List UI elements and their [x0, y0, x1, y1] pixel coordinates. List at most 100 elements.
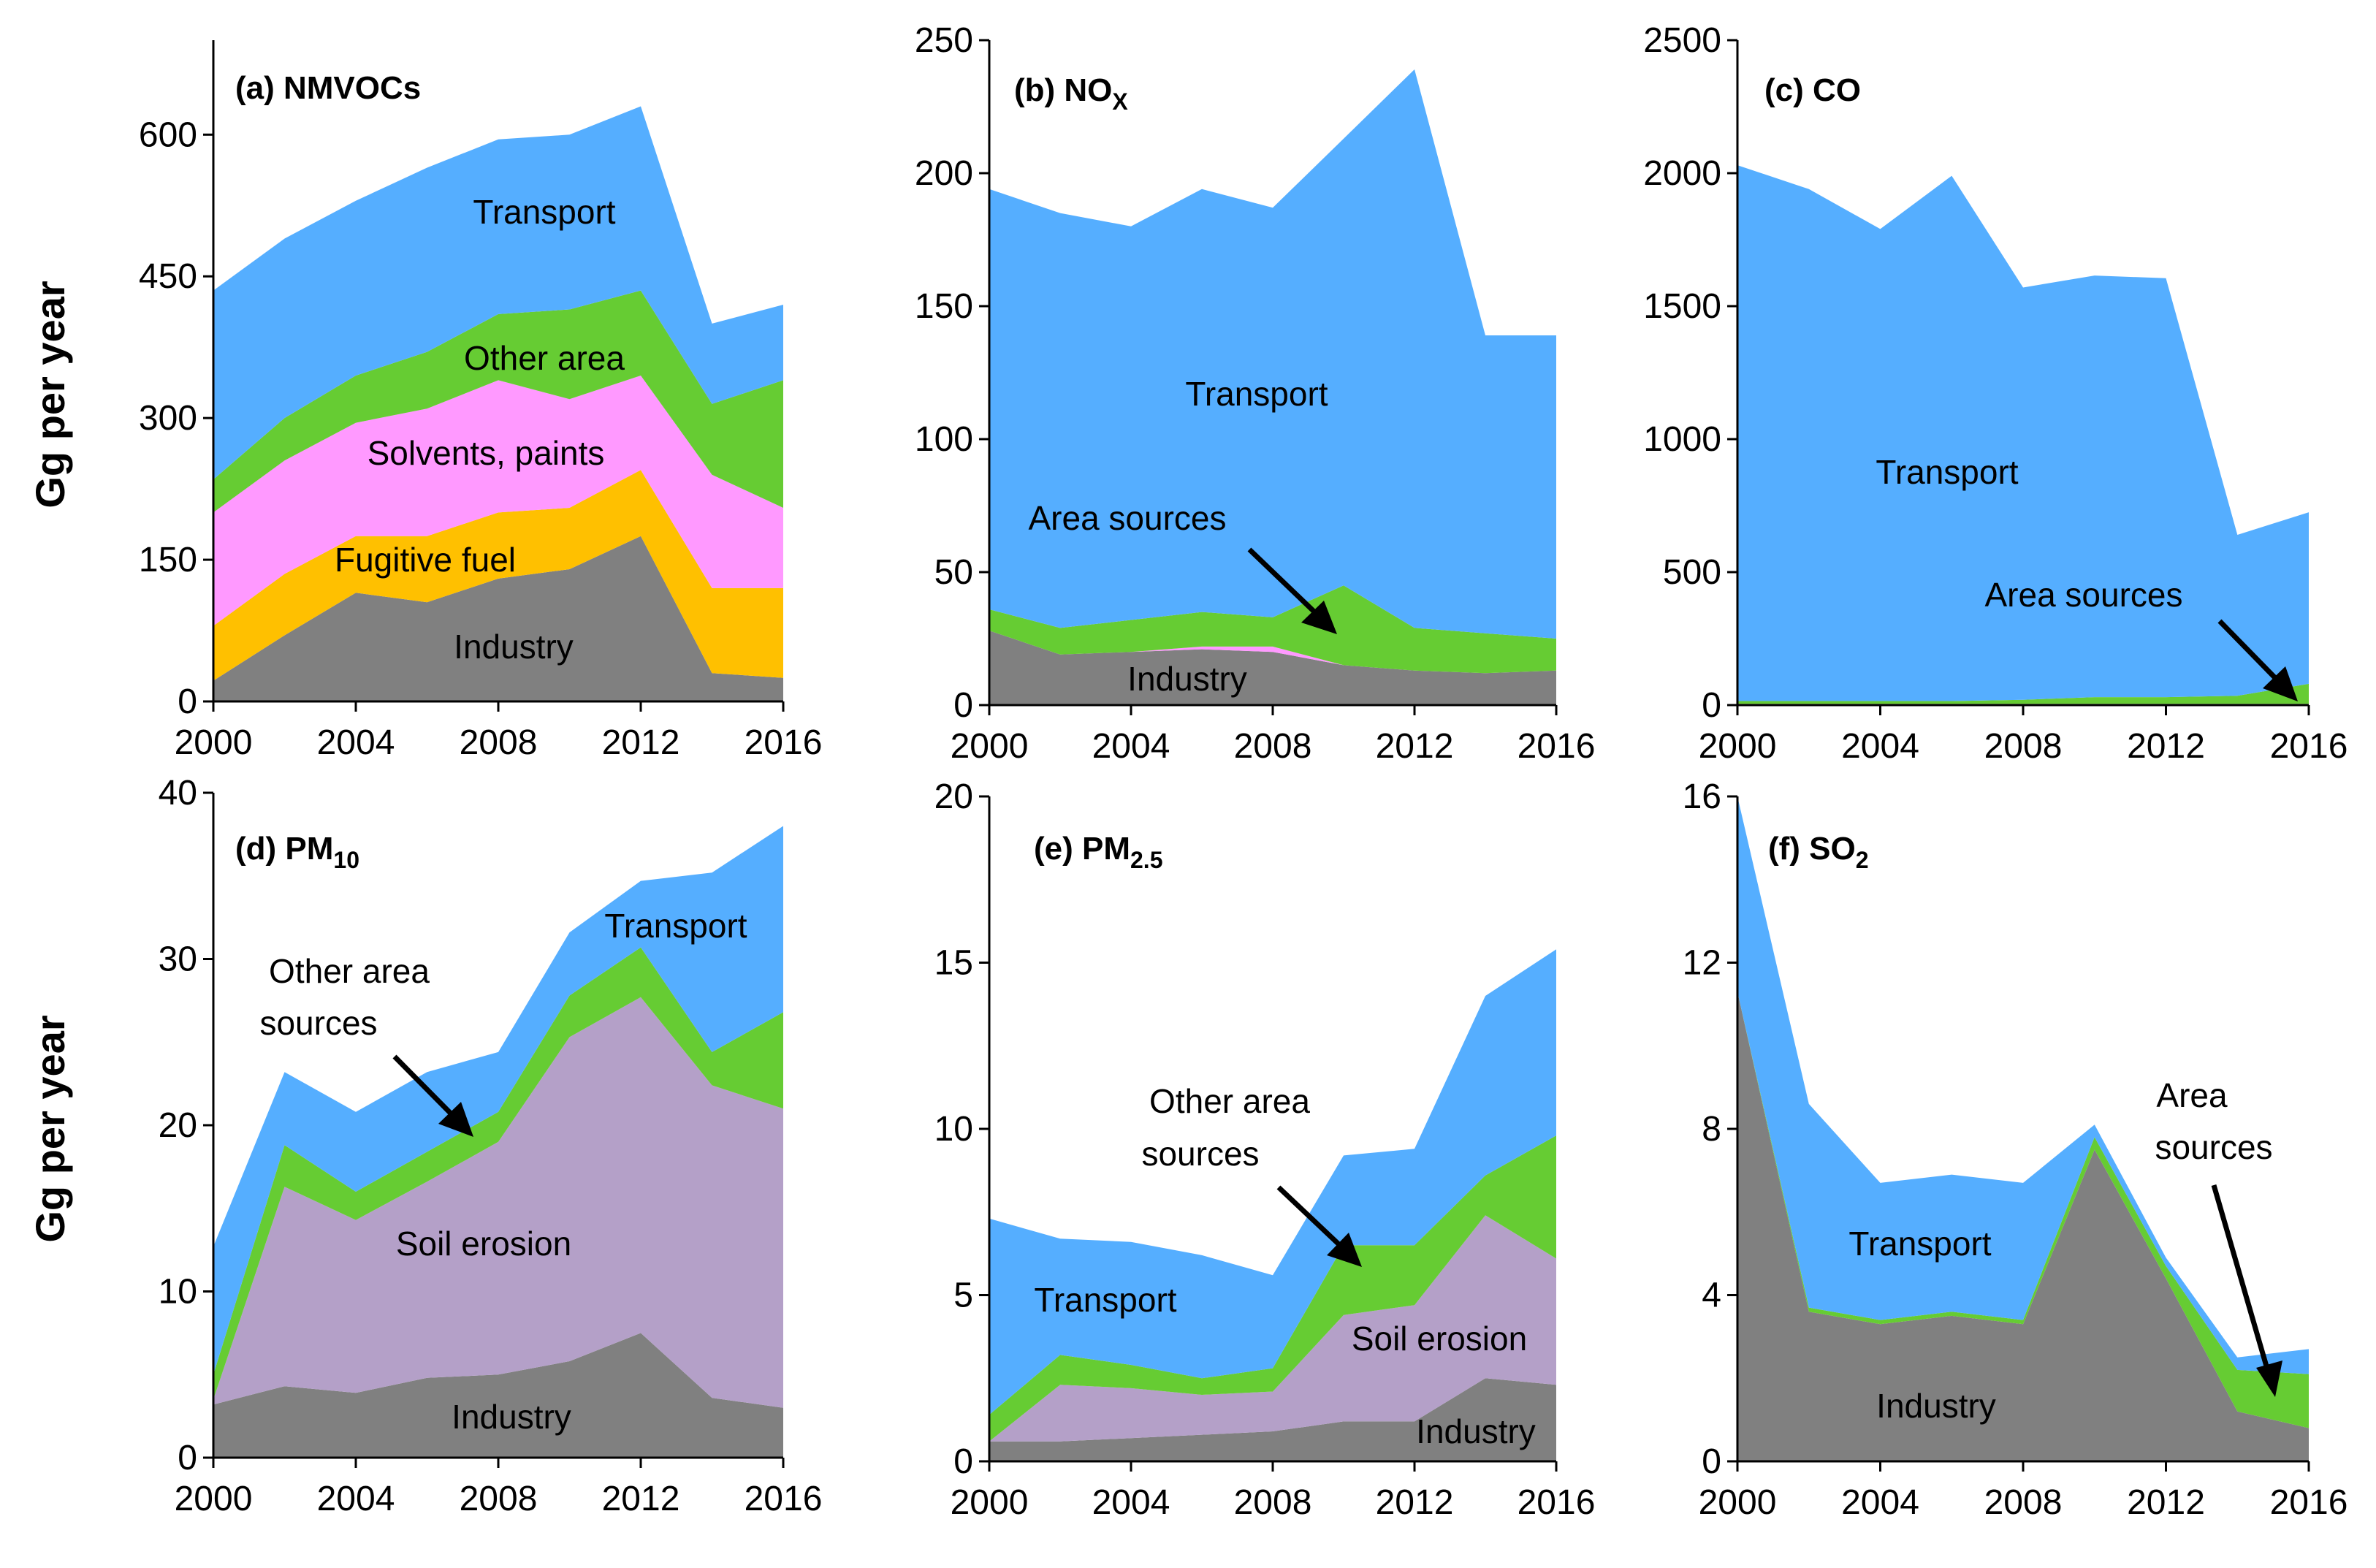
x-tick-label: 2012 [2127, 727, 2205, 766]
y-tick-label: 100 [915, 420, 973, 459]
y-tick-label: 600 [139, 115, 197, 154]
annotation-arrowhead [1301, 601, 1337, 634]
x-tick-label: 2004 [317, 1480, 395, 1518]
annotation-area-sources: Area sources [1984, 576, 2182, 614]
panel-title: (b) NOX [1014, 72, 1128, 115]
annotation-area: Area [2156, 1076, 2228, 1114]
area-transport [1737, 796, 2309, 1374]
annotation-transport: Transport [1034, 1281, 1176, 1319]
y-tick-label: 250 [915, 21, 973, 60]
area-solvents-paints [213, 376, 783, 626]
y-tick-label: 10 [934, 1110, 973, 1149]
y-tick-label: 8 [1702, 1110, 1721, 1149]
annotation-solvents-paints: Solvents, paints [368, 434, 605, 472]
area-industry [213, 1333, 783, 1458]
area-industry [989, 1378, 1556, 1461]
annotation-sources: sources [2155, 1128, 2272, 1166]
panel-title: (c) CO [1764, 72, 1861, 108]
area-other [989, 631, 1556, 674]
y-tick-label: 300 [139, 399, 197, 438]
y-tick-label: 50 [934, 553, 973, 592]
x-tick-label: 2004 [1092, 727, 1170, 766]
panel-d-pm10: 0 10 20 30 40 2000 2004 2008 2012 2016 (d) PM10 T… [159, 774, 823, 1518]
annotation-other-area: Other area [269, 952, 430, 990]
annotation-arrow [392, 1054, 459, 1122]
annotation-arrowhead [2263, 666, 2298, 701]
y-tick-label: 10 [159, 1273, 197, 1312]
x-tick-label: 2000 [951, 1483, 1029, 1522]
y-tick-label: 40 [159, 774, 197, 812]
x-tick-label: 2008 [1984, 1483, 2063, 1522]
annotation-arrowhead [1327, 1233, 1362, 1267]
area-industry [989, 631, 1556, 705]
y-tick-label: 12 [1683, 944, 1721, 983]
area-transport [989, 949, 1556, 1415]
y-tick-label: 15 [934, 944, 973, 983]
x-tick-label: 2012 [602, 1480, 680, 1518]
panel-b-nox: 0 50 100 150 200 250 2000 2004 2008 2012 2016 (b) … [915, 21, 1595, 766]
x-tick-label: 2000 [1699, 727, 1777, 766]
panel-f-so2: 0 4 8 12 16 2000 2004 2008 2012 2016 (f) SO2 Tran… [1683, 777, 2348, 1522]
annotation-transport: Transport [604, 907, 747, 945]
y-tick-label: 450 [139, 257, 197, 296]
annotation-industry: Industry [1416, 1412, 1536, 1450]
x-tick-label: 2016 [1518, 727, 1596, 766]
panel-e-pm25: 0 5 10 15 20 2000 2004 2008 2012 2016 (e) PM2.5 T… [934, 777, 1596, 1522]
x-tick-label: 2008 [460, 723, 538, 762]
annotation-area-sources: Area sources [1028, 499, 1226, 537]
y-tick-label: 16 [1683, 777, 1721, 816]
x-tick-label: 2000 [175, 1480, 253, 1518]
y-tick-label: 30 [159, 940, 197, 979]
y-tick-label: 2500 [1643, 21, 1721, 60]
x-tick-label: 2004 [317, 723, 395, 762]
y-axis-label-top: Gg per year [27, 281, 73, 508]
x-tick-label: 2000 [175, 723, 253, 762]
annotation-sources: sources [1141, 1135, 1259, 1173]
area-transport [213, 826, 783, 1375]
y-tick-label: 500 [1663, 553, 1721, 592]
y-axis-label-bottom: Gg per year [27, 1015, 73, 1242]
panel-title: (d) PM10 [235, 831, 359, 873]
x-tick-label: 2012 [2127, 1483, 2205, 1522]
y-tick-label: 5 [953, 1276, 973, 1315]
y-tick-label: 0 [1702, 1442, 1721, 1481]
area-other-area [213, 290, 783, 513]
area-transport [989, 69, 1556, 639]
panel-c-co: 0 500 1000 1500 2000 2500 2000 2004 2008 2012 2016… [1643, 21, 2348, 766]
y-tick-label: 0 [1702, 686, 1721, 725]
x-tick-label: 2016 [745, 723, 823, 762]
area-soil-erosion [989, 1215, 1556, 1442]
annotation-transport: Transport [1185, 375, 1328, 413]
y-tick-label: 0 [178, 682, 197, 721]
x-tick-label: 2004 [1092, 1483, 1170, 1522]
annotation-other-area: Other area [464, 339, 625, 377]
annotation-soil-erosion: Soil erosion [396, 1225, 571, 1263]
y-tick-label: 150 [915, 287, 973, 326]
panel-title: (e) PM2.5 [1034, 831, 1162, 873]
y-tick-label: 4 [1702, 1276, 1721, 1315]
panel-a-nmvocs: 0 150 300 450 600 2000 2004 2008 2012 2016 (a) NM… [139, 40, 822, 762]
area-area-sources [1737, 683, 2309, 704]
annotation-soil-erosion: Soil erosion [1352, 1320, 1527, 1358]
annotation-arrow [1247, 547, 1323, 620]
x-tick-label: 2012 [1376, 1483, 1454, 1522]
y-tick-label: 0 [953, 1442, 973, 1481]
area-fugitive-fuel [213, 470, 783, 681]
area-area-sources [989, 585, 1556, 674]
y-tick-label: 2000 [1643, 154, 1721, 193]
area-industry [1737, 992, 2309, 1461]
panel-title: (a) NMVOCs [235, 70, 421, 106]
area-other-area-sources [213, 947, 783, 1400]
y-tick-label: 1500 [1643, 287, 1721, 326]
y-tick-label: 150 [139, 541, 197, 579]
x-tick-label: 2016 [2270, 727, 2348, 766]
annotation-arrow [2211, 1184, 2272, 1374]
area-transport [213, 106, 783, 480]
x-tick-label: 2016 [745, 1480, 823, 1518]
annotation-arrowhead [2256, 1360, 2282, 1397]
annotation-sources: sources [259, 1004, 377, 1042]
x-tick-label: 2008 [1234, 1483, 1312, 1522]
area-soil-erosion [213, 997, 783, 1408]
annotation-industry: Industry [1876, 1387, 1996, 1425]
